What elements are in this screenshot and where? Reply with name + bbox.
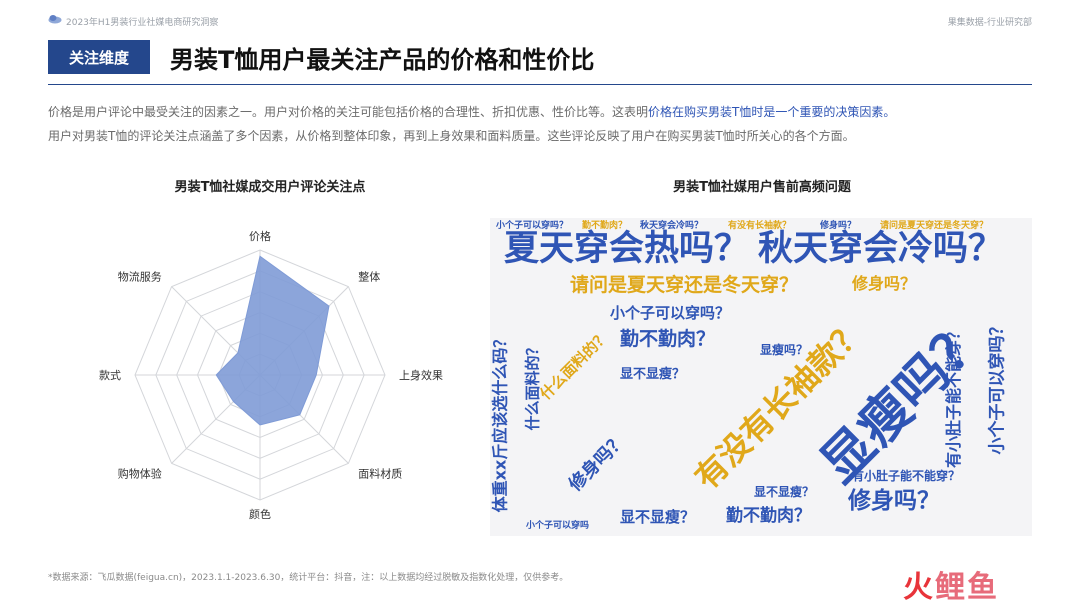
page-title: 男装T恤用户最关注产品的价格和性价比 <box>170 45 595 74</box>
radar-category-label: 整体 <box>358 270 380 284</box>
cloud-word: 勤不勤肉？ <box>726 506 811 526</box>
radar-category-label: 物流服务 <box>118 270 162 284</box>
cloud-word: 有小肚子能不能穿？ <box>852 469 961 483</box>
intro-text: 价格是用户评论中最受关注的因素之一。用户对价格的关注可能包括价格的合理性、折扣优… <box>48 100 1038 148</box>
radar-category-label: 颜色 <box>249 507 271 521</box>
cloud-word: 修身吗？ <box>820 221 857 231</box>
section-tag: 关注维度 <box>48 40 150 74</box>
intro-line-1-text: 价格是用户评论中最受关注的因素之一。用户对价格的关注可能包括价格的合理性、折扣优… <box>48 105 649 119</box>
intro-highlight: 价格在购买男装T恤时是一个重要的决策因素。 <box>648 105 896 119</box>
org-name: 果集数据-行业研究部 <box>947 18 1032 28</box>
cloud-word: 夏天穿会热吗？ <box>504 229 750 269</box>
word-cloud: 小个子可以穿吗？ 勤不勤肉？ 秋天穿会冷吗？ 有没有长袖款？ 修身吗？ 请问是夏… <box>490 218 1032 536</box>
radar-category-label: 购物体验 <box>118 466 162 480</box>
title-divider <box>48 84 1032 85</box>
radar-category-label: 上身效果 <box>399 368 443 382</box>
cloud-word: 小个子可以穿吗？ <box>610 304 731 322</box>
radar-category-label: 价格 <box>249 229 271 243</box>
cloud-word: 小个子可以穿吗？ <box>496 221 569 231</box>
cloud-word: 修身吗？ <box>564 429 631 496</box>
cloud-word: 显瘦吗？ <box>760 343 809 357</box>
brand-logo: 火鲤鱼 <box>903 570 999 605</box>
cloud-word: 请问是夏天穿还是冬天穿？ <box>880 221 989 231</box>
radar-category-label: 面料材质 <box>358 466 402 480</box>
intro-line-1: 价格是用户评论中最受关注的因素之一。用户对价格的关注可能包括价格的合理性、折扣优… <box>48 100 1038 124</box>
intro-line-2: 用户对男装T恤的评论关注点涵盖了多个因素，从价格到整体印象，再到上身效果和面料质… <box>48 129 855 143</box>
cloud-word: 什么面料的？ <box>523 340 542 431</box>
cloud-word: 小个子可以穿吗？ <box>987 318 1008 455</box>
cloud-word: 体重xx斤应该选什么码？ <box>490 331 510 513</box>
cloud-word: 显不显瘦？ <box>620 367 686 382</box>
cloud-word: 什么面料的？ <box>536 326 613 404</box>
footnote: *数据来源：飞瓜数据(feigua.cn)，2023.1.1-2023.6.30… <box>48 573 569 583</box>
cloud-word: 秋天穿会冷吗？ <box>758 229 1004 269</box>
cloud-word: 修身吗？ <box>852 274 917 293</box>
cloud-word: 勤不勤肉？ <box>582 221 628 231</box>
wordcloud-title: 男装T恤社媒用户售前高频问题 <box>673 180 851 195</box>
cloud-word: 秋天穿会冷吗？ <box>640 221 704 231</box>
cloud-word: 显不显瘦？ <box>620 508 696 526</box>
radar-title: 男装T恤社媒成交用户评论关注点 <box>174 180 366 195</box>
radar-series-area <box>215 255 330 426</box>
cloud-logo-icon <box>48 15 62 24</box>
cloud-word: 请问是夏天穿还是冬天穿？ <box>570 274 799 296</box>
cloud-word: 修身吗？ <box>848 488 940 514</box>
radar-category-label: 款式 <box>99 368 121 382</box>
report-title: 2023年H1男装行业社媒电商研究洞察 <box>66 18 219 28</box>
top-bar: 2023年H1男装行业社媒电商研究洞察 果集数据-行业研究部 <box>48 12 1032 30</box>
cloud-word: 勤不勤肉？ <box>620 328 716 350</box>
cloud-word: 有没有长袖款？ <box>728 221 792 231</box>
cloud-word: 显不显瘦？ <box>754 485 815 499</box>
cloud-word: 小个子可以穿吗 <box>526 521 590 531</box>
